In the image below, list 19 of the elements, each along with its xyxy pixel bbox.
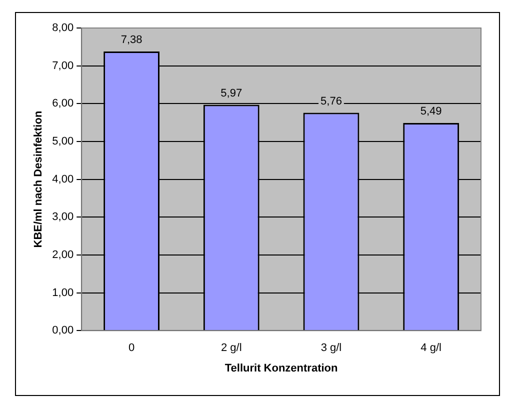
y-tick-label: 2,00 [52,248,74,261]
y-tick-label: 6,00 [52,98,74,110]
y-tick-label: 5,00 [52,136,74,148]
y-tick-label: 1,00 [52,286,74,299]
y-tick-label: 7,00 [52,60,74,72]
x-tick-label: 4 g/l [420,342,442,354]
x-tick-label: 2 g/l [220,342,242,354]
data-label: 5,76 [320,95,342,108]
x-axis-title: Tellurit Konzentration [224,362,338,374]
data-label: 5,49 [420,105,442,118]
y-tick-label: 3,00 [52,211,74,224]
y-tick-label: 8,00 [52,22,74,34]
x-tick-label: 3 g/l [320,342,342,354]
y-tick-label: 4,00 [52,173,74,186]
data-label: 7,38 [120,34,142,46]
y-tick-label: 0,00 [52,324,74,337]
x-tick-label: 0 [128,342,135,354]
data-label: 5,97 [220,87,242,100]
y-axis-title: KBE/ml nach Desinfektion [32,110,45,248]
